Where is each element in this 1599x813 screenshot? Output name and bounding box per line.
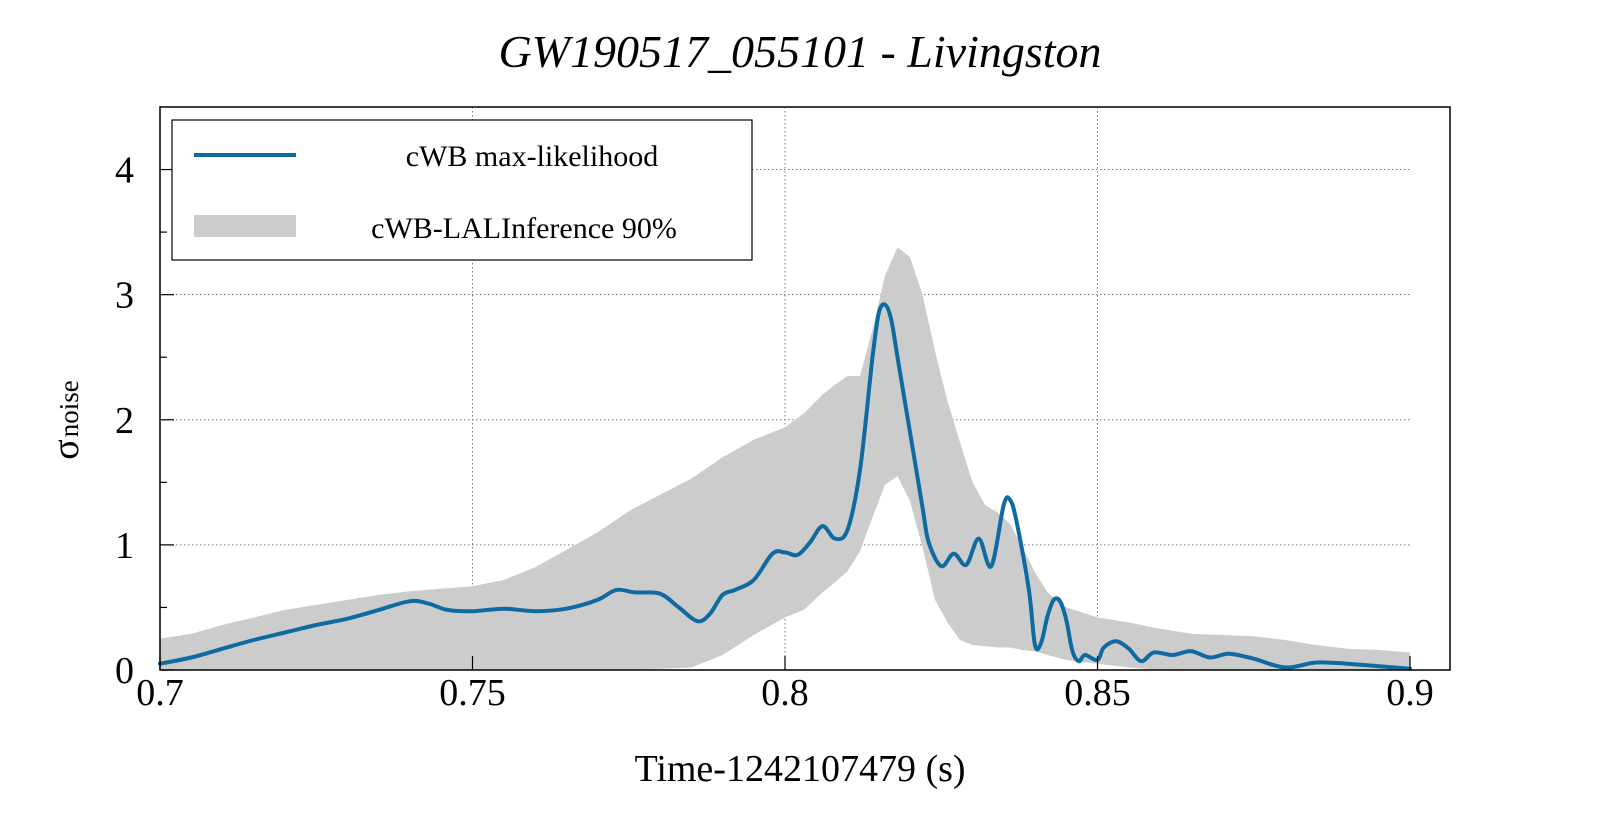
legend-band-swatch (194, 215, 296, 237)
series-line-layer (158, 302, 1412, 671)
y-tick-label: 0 (115, 650, 134, 692)
legend-label-band: cWB-LALInference 90% (371, 212, 677, 245)
x-tick-label: 0.75 (439, 672, 506, 714)
confidence-band-layer (160, 247, 1410, 670)
y-tick-label: 3 (115, 275, 134, 317)
x-tick-label: 0.8 (761, 672, 809, 714)
x-tick-label: 0.85 (1064, 672, 1131, 714)
ticks (159, 168, 1411, 671)
y-axis-label-subscript: noise (54, 380, 84, 437)
svg-text:σnoise: σnoise (45, 380, 87, 459)
y-axis-label: σnoise (45, 380, 87, 459)
y-tick-label: 2 (115, 400, 134, 442)
x-axis-label: Time-1242107479 (s) (634, 748, 965, 790)
tick-labels: 0.7 0.75 0.8 0.85 0.9 0 1 2 3 4 (115, 150, 1434, 714)
chart-title: GW190517_055101 - Livingston (498, 26, 1101, 77)
plot-frame (159, 106, 1451, 671)
y-axis-label-symbol: σ (45, 439, 87, 459)
x-tick-label: 0.7 (136, 672, 184, 714)
confidence-band (160, 247, 1410, 670)
y-tick-label: 1 (115, 525, 134, 567)
max-likelihood-line (158, 302, 1412, 671)
x-tick-label: 0.9 (1386, 672, 1434, 714)
legend: cWB max-likelihood cWB-LALInference 90% (171, 119, 753, 261)
legend-label-line: cWB max-likelihood (406, 140, 658, 173)
y-tick-label: 4 (115, 150, 134, 192)
